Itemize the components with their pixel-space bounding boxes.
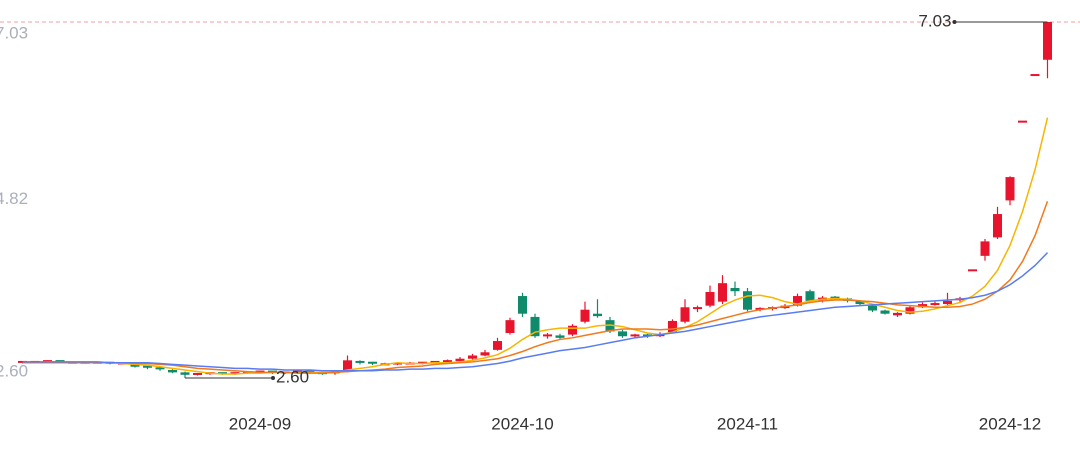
candle-body — [505, 320, 515, 333]
candle-body — [305, 370, 315, 373]
candle-body — [268, 370, 277, 373]
ma-line — [22, 200, 1049, 374]
candle-body — [905, 307, 915, 314]
candle-body — [1018, 120, 1027, 123]
candle-body — [705, 292, 715, 306]
x-tick-label: 2024-10 — [491, 414, 553, 433]
candle-body — [155, 367, 165, 370]
candle-body — [755, 307, 765, 310]
y-tick-label: 2.60 — [0, 361, 28, 380]
candle-body — [1030, 74, 1040, 77]
candle-body — [418, 361, 427, 364]
candle-body — [180, 372, 190, 375]
candle-body — [443, 360, 452, 363]
candle-body — [668, 320, 677, 333]
min-label: 2.60 — [276, 367, 309, 386]
candle-body — [855, 300, 865, 305]
candle-body — [793, 296, 802, 306]
candle-body — [43, 360, 52, 363]
candle-body — [680, 307, 690, 322]
candle-body — [593, 313, 602, 317]
candle-body — [943, 300, 952, 305]
candle-body — [518, 296, 527, 314]
max-dot — [952, 20, 957, 24]
candle-body — [568, 325, 577, 335]
candle-body — [468, 355, 477, 359]
candle-body — [55, 360, 65, 363]
candle-body — [243, 371, 252, 374]
candle-body — [743, 291, 752, 310]
candle-body — [643, 334, 652, 337]
candle-body — [218, 372, 227, 375]
candle-body — [543, 334, 552, 337]
candle-body — [230, 372, 240, 375]
candle-body — [868, 305, 877, 311]
candle-body — [293, 370, 302, 373]
candle-body — [880, 310, 890, 314]
candle-body — [1005, 177, 1015, 201]
candle-body — [255, 370, 265, 373]
min-dot — [271, 376, 275, 380]
y-tick-label: 4.82 — [0, 189, 28, 208]
candle-body — [605, 320, 615, 332]
candle-body — [580, 309, 590, 322]
candle-body — [430, 360, 440, 363]
candle-body — [130, 363, 140, 367]
candle-body — [455, 358, 465, 362]
candle-body — [1043, 22, 1052, 60]
max-label: 7.03 — [918, 11, 951, 30]
candle-body — [968, 269, 977, 272]
x-tick-label: 2024-11 — [717, 414, 778, 433]
candle-body — [143, 365, 152, 368]
candle-body — [993, 214, 1002, 238]
candle-body — [893, 312, 902, 316]
x-tick-label: 2024-09 — [229, 414, 291, 433]
candle-body — [480, 352, 490, 356]
candle-body — [618, 331, 627, 337]
candle-body — [355, 360, 365, 363]
candle-body — [805, 291, 815, 301]
candle-body — [343, 360, 352, 372]
candle-body — [168, 369, 177, 373]
candle-body — [193, 372, 202, 375]
candle-body — [368, 361, 377, 364]
candle-body — [630, 334, 640, 337]
candle-body — [693, 307, 702, 310]
candle-body — [530, 316, 540, 337]
candle-body — [830, 296, 840, 299]
candle-body — [730, 287, 740, 292]
candle-body — [980, 241, 990, 256]
candle-body — [393, 362, 402, 365]
candle-body — [930, 303, 940, 306]
candle-body — [493, 341, 502, 350]
candle-body — [718, 283, 727, 302]
y-tick-label: 7.03 — [0, 23, 28, 42]
x-tick-label: 2024-12 — [979, 414, 1041, 433]
candle-body — [918, 304, 927, 308]
candle-body — [555, 335, 565, 338]
ma-line — [22, 252, 1049, 372]
